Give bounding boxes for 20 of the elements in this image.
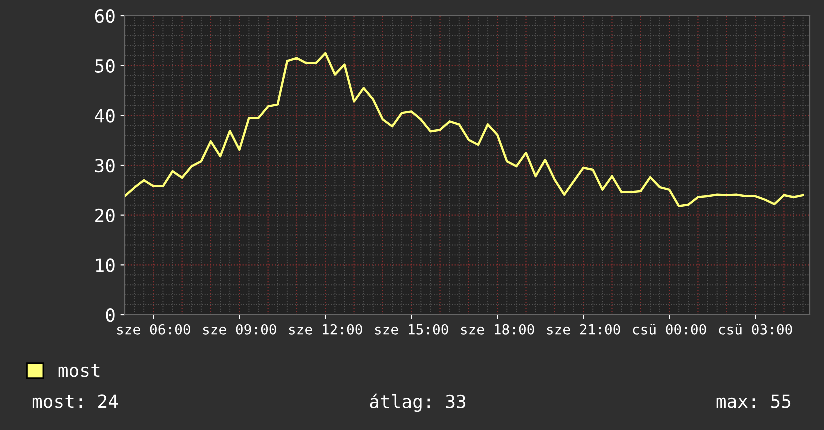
y-tick-label: 40 xyxy=(95,109,115,123)
y-tick-label: 20 xyxy=(96,208,115,222)
x-tick-label: sze 09:00 xyxy=(203,324,276,335)
x-tick-label: csü 03:00 xyxy=(719,324,792,335)
y-tick-label: 10 xyxy=(96,258,115,272)
y-tick-label: 30 xyxy=(95,159,115,173)
legend-label: most xyxy=(58,364,100,378)
x-tick-label: csü 00:00 xyxy=(633,324,706,335)
x-tick-label: sze 06:00 xyxy=(117,324,190,335)
text: max: 55 xyxy=(716,394,791,408)
y-tick-label: 60 xyxy=(95,10,115,24)
y-tick-label: 0 xyxy=(106,308,115,322)
line-series xyxy=(125,52,804,208)
text: átlag: 33 xyxy=(370,394,466,412)
x-tick-label: sze 12:00 xyxy=(289,324,362,335)
x-tick-label: sze 15:00 xyxy=(375,324,448,335)
x-tick-label: sze 21:00 xyxy=(547,324,620,335)
x-tick-label: sze 18:00 xyxy=(461,324,534,335)
text: most: 24 xyxy=(32,394,118,408)
y-tick-label: 50 xyxy=(95,59,115,73)
